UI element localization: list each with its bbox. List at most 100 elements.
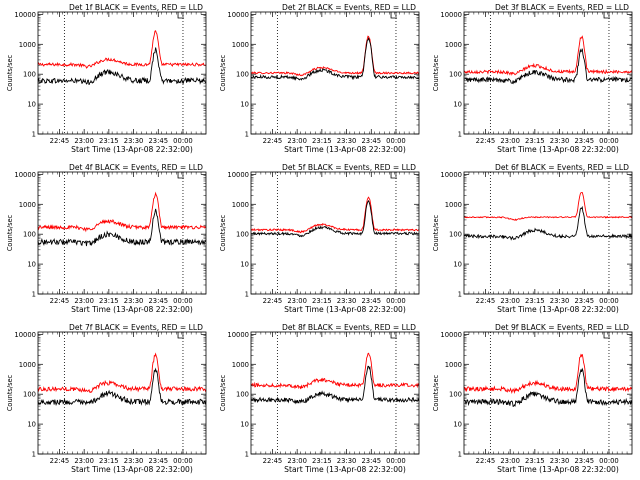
x-tick-label: 23:30 xyxy=(550,297,570,305)
y-axis-label: Counts/sec xyxy=(6,54,14,91)
y-tick-label: 10 xyxy=(240,261,249,269)
x-axis-label: Start Time (13-Apr-08 22:32:00) xyxy=(497,145,619,154)
y-tick-label: 10000 xyxy=(14,331,36,339)
x-tick-label: 00:00 xyxy=(599,137,619,145)
y-axis-label: Counts/sec xyxy=(432,214,440,251)
x-tick-label: 23:15 xyxy=(312,457,332,465)
panel-det-5f: Det 5f BLACK = Events, RED = LLD 1 10 100 10… xyxy=(219,163,420,314)
events-series-line xyxy=(37,367,207,407)
y-tick-label: 1 xyxy=(458,291,462,299)
x-tick-label: 23:00 xyxy=(500,457,520,465)
x-axis-label: Start Time (13-Apr-08 22:32:00) xyxy=(284,145,406,154)
x-axis-label: Start Time (13-Apr-08 22:32:00) xyxy=(71,305,193,314)
y-tick-label: 1 xyxy=(245,451,249,459)
panel-det-8f: Det 8f BLACK = Events, RED = LLD 1 10 100 10… xyxy=(219,323,420,474)
plot-frame xyxy=(250,171,420,295)
y-tick-label: 10 xyxy=(240,421,249,429)
x-tick-label: 22:45 xyxy=(476,137,496,145)
x-tick-label: 23:45 xyxy=(361,457,381,465)
x-axis-label: Start Time (13-Apr-08 22:32:00) xyxy=(497,305,619,314)
x-tick-label: 23:00 xyxy=(74,297,94,305)
x-tick-label: 23:00 xyxy=(500,297,520,305)
panel-title: Det 2f BLACK = Events, RED = LLD xyxy=(282,3,416,12)
panel-title: Det 9f BLACK = Events, RED = LLD xyxy=(495,323,629,332)
x-tick-label: 00:00 xyxy=(173,297,193,305)
events-series-line xyxy=(250,365,420,405)
x-tick-label: 23:00 xyxy=(74,137,94,145)
y-tick-label: 10000 xyxy=(227,171,249,179)
x-tick-label: 23:30 xyxy=(337,457,357,465)
x-tick-label: 23:30 xyxy=(124,457,144,465)
events-series-line xyxy=(37,47,207,86)
y-tick-label: 100 xyxy=(23,391,36,399)
corner-bracket-mark xyxy=(603,172,611,179)
y-tick-label: 1000 xyxy=(19,41,36,49)
x-tick-label: 23:15 xyxy=(525,137,545,145)
x-tick-label: 23:00 xyxy=(287,137,307,145)
events-series-line xyxy=(463,48,633,85)
x-tick-label: 23:45 xyxy=(361,297,381,305)
lld-series-line xyxy=(37,191,207,233)
panel-det-4f: Det 4f BLACK = Events, RED = LLD 1 10 100 10… xyxy=(6,163,207,314)
x-tick-label: 23:00 xyxy=(74,457,94,465)
y-tick-label: 1000 xyxy=(232,201,249,209)
x-tick-label: 22:45 xyxy=(263,137,283,145)
y-axis-label: Counts/sec xyxy=(6,374,14,411)
panel-title: Det 6f BLACK = Events, RED = LLD xyxy=(495,163,629,172)
plot-frame xyxy=(463,171,633,295)
lld-series-line xyxy=(463,35,633,76)
corner-bracket-mark xyxy=(177,332,185,339)
y-tick-label: 10 xyxy=(27,421,36,429)
x-tick-label: 23:30 xyxy=(550,457,570,465)
x-axis-label: Start Time (13-Apr-08 22:32:00) xyxy=(497,465,619,474)
y-tick-label: 1000 xyxy=(445,361,462,369)
y-tick-label: 1 xyxy=(245,291,249,299)
x-tick-label: 22:45 xyxy=(476,297,496,305)
events-series-line xyxy=(250,36,420,81)
y-axis-label: Counts/sec xyxy=(432,374,440,411)
y-tick-label: 10000 xyxy=(440,331,462,339)
y-tick-label: 100 xyxy=(449,391,462,399)
y-tick-label: 10 xyxy=(27,261,36,269)
x-tick-label: 23:30 xyxy=(124,137,144,145)
x-tick-label: 23:45 xyxy=(148,457,168,465)
events-series-line xyxy=(250,199,420,238)
y-tick-label: 1000 xyxy=(19,201,36,209)
x-tick-label: 00:00 xyxy=(173,457,193,465)
y-tick-label: 10000 xyxy=(227,331,249,339)
plot-frame xyxy=(463,331,633,455)
y-tick-label: 1 xyxy=(458,131,462,139)
y-tick-label: 100 xyxy=(449,71,462,79)
lld-series-line xyxy=(37,30,207,69)
y-axis-label: Counts/sec xyxy=(219,54,227,91)
x-tick-label: 23:15 xyxy=(312,297,332,305)
plot-frame xyxy=(37,11,207,135)
y-tick-label: 100 xyxy=(236,231,249,239)
x-tick-label: 00:00 xyxy=(173,137,193,145)
y-tick-label: 1 xyxy=(32,451,36,459)
y-tick-label: 10 xyxy=(453,261,462,269)
panel-title: Det 4f BLACK = Events, RED = LLD xyxy=(69,163,203,172)
y-tick-label: 100 xyxy=(236,391,249,399)
panel-title: Det 7f BLACK = Events, RED = LLD xyxy=(69,323,203,332)
x-axis-label: Start Time (13-Apr-08 22:32:00) xyxy=(284,465,406,474)
x-tick-label: 00:00 xyxy=(599,457,619,465)
panel-det-2f: Det 2f BLACK = Events, RED = LLD 1 10 100 10… xyxy=(219,3,420,154)
corner-bracket-mark xyxy=(177,12,185,19)
x-tick-label: 23:45 xyxy=(361,137,381,145)
y-tick-label: 10 xyxy=(240,101,249,109)
corner-bracket-mark xyxy=(390,12,398,19)
y-tick-label: 10000 xyxy=(440,171,462,179)
y-tick-label: 1000 xyxy=(232,41,249,49)
x-tick-label: 23:45 xyxy=(574,457,594,465)
x-tick-label: 22:45 xyxy=(263,457,283,465)
x-tick-label: 23:45 xyxy=(574,297,594,305)
corner-bracket-mark xyxy=(603,332,611,339)
y-tick-label: 10000 xyxy=(14,171,36,179)
plot-frame xyxy=(37,171,207,295)
lld-series-line xyxy=(250,352,420,390)
panel-det-6f: Det 6f BLACK = Events, RED = LLD 1 10 100 10… xyxy=(432,163,633,314)
x-tick-label: 23:00 xyxy=(500,137,520,145)
panel-title: Det 5f BLACK = Events, RED = LLD xyxy=(282,163,416,172)
y-tick-label: 10000 xyxy=(440,11,462,19)
